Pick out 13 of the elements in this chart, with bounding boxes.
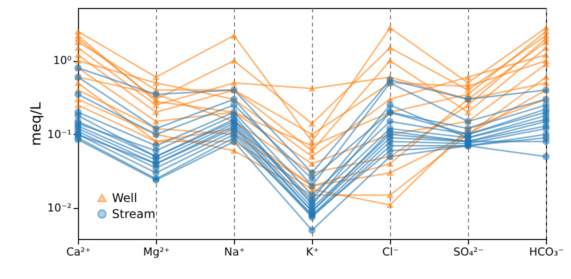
x-tick-label: Mg²⁺ bbox=[143, 246, 170, 258]
x-tick-label: Na⁺ bbox=[224, 246, 246, 258]
y-tick-label: 10⁰ bbox=[53, 54, 72, 68]
y-tick-label: 10⁻¹ bbox=[47, 128, 72, 141]
y-axis-title: meq/L bbox=[28, 102, 44, 146]
y-tick-label: 10⁻² bbox=[47, 202, 72, 215]
x-tick-label: Cl⁻ bbox=[382, 246, 399, 258]
x-tick-label: HCO₃⁻ bbox=[529, 246, 564, 258]
x-tick-label: SO₄²⁻ bbox=[453, 246, 484, 258]
legend-label: Well bbox=[112, 191, 138, 205]
legend-label: Stream bbox=[112, 207, 156, 221]
x-tick-label: K⁺ bbox=[306, 246, 320, 258]
x-tick-label: Ca²⁺ bbox=[66, 246, 92, 258]
